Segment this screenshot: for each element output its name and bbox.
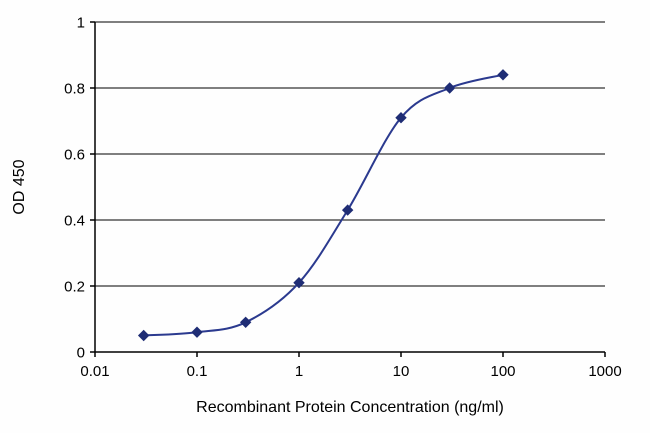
y-tick-label: 0: [77, 344, 85, 361]
data-point-marker: [293, 276, 305, 289]
x-tick-label: 10: [393, 363, 410, 380]
x-tick-label: 0.1: [187, 363, 208, 380]
data-point-marker: [341, 204, 354, 216]
x-axis-title: Recombinant Protein Concentration (ng/ml…: [196, 399, 504, 416]
y-tick-label: 0.8: [64, 80, 85, 97]
data-point-marker: [137, 329, 150, 342]
x-tick-label: 1000: [588, 363, 621, 380]
data-point-marker: [443, 82, 456, 94]
y-tick-label: 0.6: [64, 146, 85, 163]
data-point-marker: [191, 326, 203, 338]
x-tick-label: 100: [490, 363, 515, 380]
data-point-marker: [395, 111, 407, 124]
y-axis-title: OD 450: [11, 159, 28, 214]
data-point-marker: [497, 69, 509, 81]
x-tick-label: 1: [295, 363, 303, 380]
y-tick-label: 0.2: [64, 278, 85, 295]
y-tick-label: 0.4: [64, 212, 85, 229]
y-tick-label: 1: [77, 14, 85, 31]
series-line: [143, 73, 504, 337]
data-point-marker: [239, 316, 252, 329]
x-tick-label: 0.01: [80, 363, 109, 380]
